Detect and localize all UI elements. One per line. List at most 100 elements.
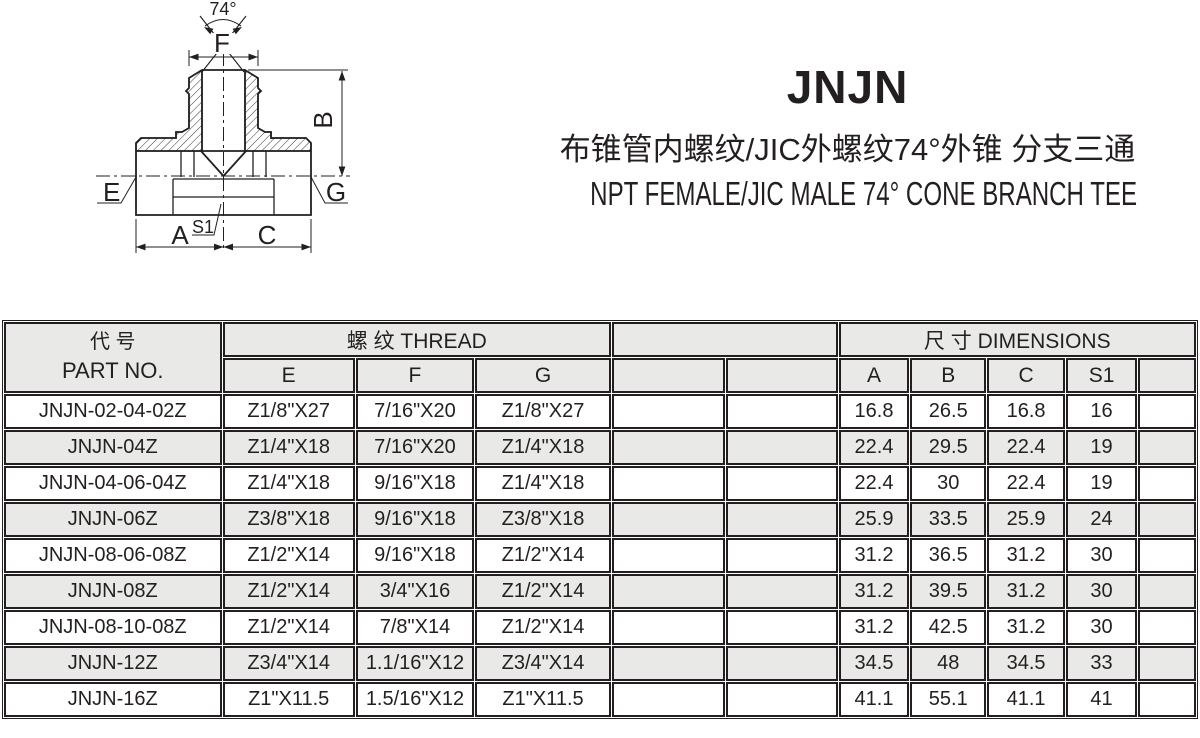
dim-b-cell: 26.5 [910, 394, 987, 429]
dim-b-cell: 29.5 [910, 430, 987, 465]
thread-g-cell: Z1/8"X27 [475, 394, 611, 429]
thread-g-cell: Z1"X11.5 [475, 682, 611, 717]
empty-cell [611, 682, 726, 717]
dim-a-cell: 31.2 [838, 538, 910, 573]
empty-cell [726, 502, 838, 537]
subtitle-chinese: 布锥管内螺纹/JIC外螺纹74°外锥 分支三通 [559, 132, 1136, 167]
empty-cell [611, 646, 726, 681]
part-no-cell: JNJN-06Z [4, 502, 222, 537]
fitting-outline [135, 69, 312, 216]
empty-cell [726, 538, 838, 573]
thread-e-cell: Z1"X11.5 [222, 682, 355, 717]
empty-cell [726, 394, 838, 429]
part-no-cell: JNJN-16Z [4, 682, 222, 717]
dim-b-cell: 36.5 [910, 538, 987, 573]
dim-c-cell: 31.2 [987, 610, 1066, 645]
dim-s1-cell: 16 [1066, 394, 1137, 429]
col-header-c: C [987, 358, 1066, 393]
dim-g-label: G [326, 177, 346, 207]
thread-g-cell: Z1/2"X14 [475, 610, 611, 645]
dim-c-cell: 34.5 [987, 646, 1066, 681]
dim-e-label: E [103, 177, 120, 207]
empty-cell [726, 646, 838, 681]
model-code: JNJN [786, 61, 909, 113]
thread-f-cell: 9/16"X18 [355, 538, 475, 573]
dim-s1-cell: 30 [1066, 538, 1137, 573]
thread-f-cell: 1.1/16"X12 [355, 646, 475, 681]
dim-a-label: A [171, 220, 189, 250]
thread-e-cell: Z3/4"X14 [222, 646, 355, 681]
table-row: JNJN-04-06-04Z Z1/4"X18 9/16"X18 Z1/4"X18 22… [4, 466, 1196, 501]
thread-g-cell: Z1/4"X18 [475, 466, 611, 501]
empty-group-header [611, 322, 838, 357]
table-row: JNJN-02-04-02Z Z1/8"X27 7/16"X20 Z1/8"X27 16… [4, 394, 1196, 429]
empty-cell [611, 610, 726, 645]
thread-group-header: 螺 纹 THREAD [222, 322, 611, 357]
table-row: JNJN-08Z Z1/2"X14 3/4"X16 Z1/2"X14 31.2 39.5 3… [4, 574, 1196, 609]
empty-col-header [1138, 358, 1196, 393]
dim-b-cell: 39.5 [910, 574, 987, 609]
part-no-cell: JNJN-08Z [4, 574, 222, 609]
thread-g-cell: Z1/4"X18 [475, 430, 611, 465]
thread-f-cell: 7/16"X20 [355, 430, 475, 465]
col-header-e: E [222, 358, 355, 393]
dim-a-cell: 31.2 [838, 610, 910, 645]
col-header-g: G [475, 358, 611, 393]
angle-label: 74° [209, 0, 236, 19]
empty-cell [726, 610, 838, 645]
empty-cell [611, 574, 726, 609]
thread-e-cell: Z1/4"X18 [222, 430, 355, 465]
thread-g-cell: Z3/8"X18 [475, 502, 611, 537]
thread-e-cell: Z1/2"X14 [222, 574, 355, 609]
part-no-cell: JNJN-02-04-02Z [4, 394, 222, 429]
empty-cell [1138, 538, 1196, 573]
empty-col-header [726, 358, 838, 393]
empty-cell [726, 682, 838, 717]
subtitle-english: NPT FEMALE/JIC MALE 74° CONE BRANCH TEE [590, 175, 1138, 212]
empty-cell [1138, 502, 1196, 537]
empty-cell [1138, 682, 1196, 717]
centerlines [96, 52, 350, 252]
dim-b-label: B [308, 111, 338, 128]
spec-table-body: JNJN-02-04-02Z Z1/8"X27 7/16"X20 Z1/8"X27 16… [4, 394, 1196, 717]
title-block: JNJN 布锥管内螺纹/JIC外螺纹74°外锥 分支三通 NPT FEMALE/… [495, 64, 1200, 210]
col-header-a: A [838, 358, 910, 393]
dim-a-cell: 41.1 [838, 682, 910, 717]
part-no-cell: JNJN-08-06-08Z [4, 538, 222, 573]
dim-s1-cell: 19 [1066, 430, 1137, 465]
col-header-s1: S1 [1066, 358, 1137, 393]
thread-e-cell: Z1/2"X14 [222, 610, 355, 645]
dim-a-cell: 22.4 [838, 430, 910, 465]
empty-cell [611, 502, 726, 537]
empty-cell [1138, 646, 1196, 681]
dim-b-cell: 33.5 [910, 502, 987, 537]
col-header-f: F [355, 358, 475, 393]
dim-c-cell: 22.4 [987, 430, 1066, 465]
thread-f-cell: 9/16"X18 [355, 502, 475, 537]
empty-cell [1138, 466, 1196, 501]
dim-a-cell: 34.5 [838, 646, 910, 681]
dim-s1-cell: 33 [1066, 646, 1137, 681]
dim-s1-cell: 19 [1066, 466, 1137, 501]
technical-drawing: 74° F B E G A C S1 [96, 0, 350, 253]
thread-f-cell: 3/4"X16 [355, 574, 475, 609]
dimension-arrows [136, 27, 346, 251]
dim-s1-label: S1 [192, 217, 214, 237]
empty-cell [1138, 394, 1196, 429]
empty-cell [611, 430, 726, 465]
thread-g-cell: Z1/2"X14 [475, 538, 611, 573]
dim-c-cell: 25.9 [987, 502, 1066, 537]
dim-b-cell: 55.1 [910, 682, 987, 717]
dim-s1-cell: 41 [1066, 682, 1137, 717]
empty-cell [1138, 574, 1196, 609]
dim-s1-cell: 30 [1066, 574, 1137, 609]
dim-b-cell: 48 [910, 646, 987, 681]
part-no-cell: JNJN-12Z [4, 646, 222, 681]
table-row: JNJN-04Z Z1/4"X18 7/16"X20 Z1/4"X18 22.4 29.5… [4, 430, 1196, 465]
part-no-header: 代 号 PART NO. [4, 322, 222, 393]
empty-cell [726, 466, 838, 501]
thread-e-cell: Z1/8"X27 [222, 394, 355, 429]
label-backing [211, 33, 234, 54]
thread-f-cell: 9/16"X18 [355, 466, 475, 501]
